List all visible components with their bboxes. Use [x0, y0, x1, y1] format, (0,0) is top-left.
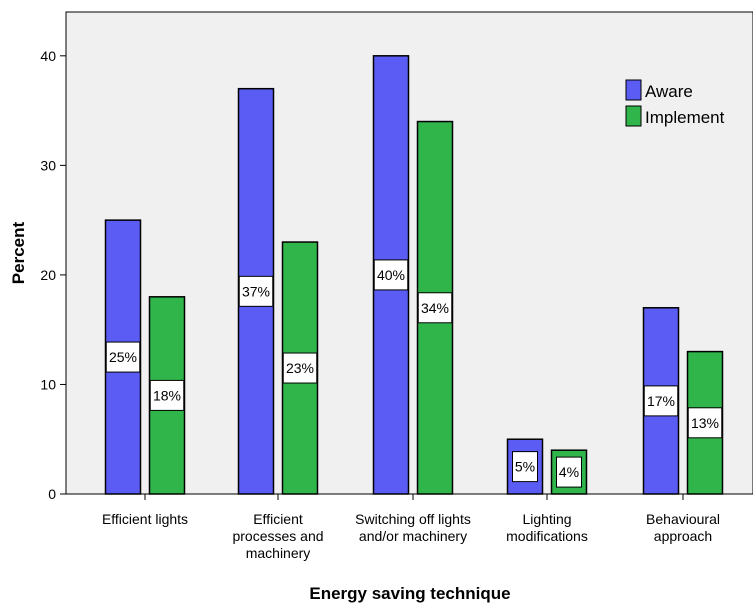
- data-label-aware: 25%: [109, 349, 137, 365]
- data-label-box: [556, 456, 582, 488]
- data-label-box: [512, 451, 538, 483]
- data-label-aware: 17%: [647, 393, 675, 409]
- data-label-box: [238, 275, 274, 307]
- data-label-box: [373, 259, 409, 291]
- x-category-label: Switching off lights: [355, 511, 471, 527]
- y-tick-label: 30: [40, 157, 56, 173]
- data-label-box: [282, 352, 318, 384]
- data-label-implement: 13%: [691, 415, 719, 431]
- legend-label-implement: Implement: [645, 108, 725, 127]
- y-tick-label: 10: [40, 376, 56, 392]
- legend: Aware Implement: [625, 79, 725, 127]
- data-label-aware: 40%: [377, 267, 405, 283]
- x-category-label: and/or machinery: [359, 528, 467, 544]
- y-tick-label: 0: [48, 486, 56, 502]
- data-label-box: [643, 385, 679, 417]
- data-label-box: [687, 407, 723, 439]
- y-axis-title: Percent: [9, 221, 28, 284]
- data-label-implement: 18%: [153, 387, 181, 403]
- legend-label-aware: Aware: [645, 82, 693, 101]
- data-label-aware: 37%: [242, 283, 270, 299]
- x-category-label: Efficient lights: [102, 511, 188, 527]
- y-tick-label: 20: [40, 267, 56, 283]
- x-category-label: Efficient: [253, 511, 303, 527]
- x-category-label: machinery: [246, 545, 311, 561]
- x-axis-title: Energy saving technique: [309, 584, 510, 603]
- x-category-label: Behavioural: [646, 511, 720, 527]
- data-label-box: [149, 379, 185, 411]
- x-category-label: approach: [654, 528, 712, 544]
- legend-swatch-implement: [625, 105, 642, 127]
- x-category-label: modifications: [506, 528, 588, 544]
- data-label-box: [417, 292, 453, 324]
- data-label-aware: 5%: [515, 459, 535, 475]
- y-tick-label: 40: [40, 48, 56, 64]
- data-label-implement: 23%: [286, 360, 314, 376]
- x-category-label: Lighting: [522, 511, 571, 527]
- x-category-label: processes and: [232, 528, 323, 544]
- data-label-box: [105, 341, 141, 373]
- data-label-implement: 34%: [421, 300, 449, 316]
- legend-swatch-aware: [625, 79, 642, 101]
- data-label-implement: 4%: [559, 464, 579, 480]
